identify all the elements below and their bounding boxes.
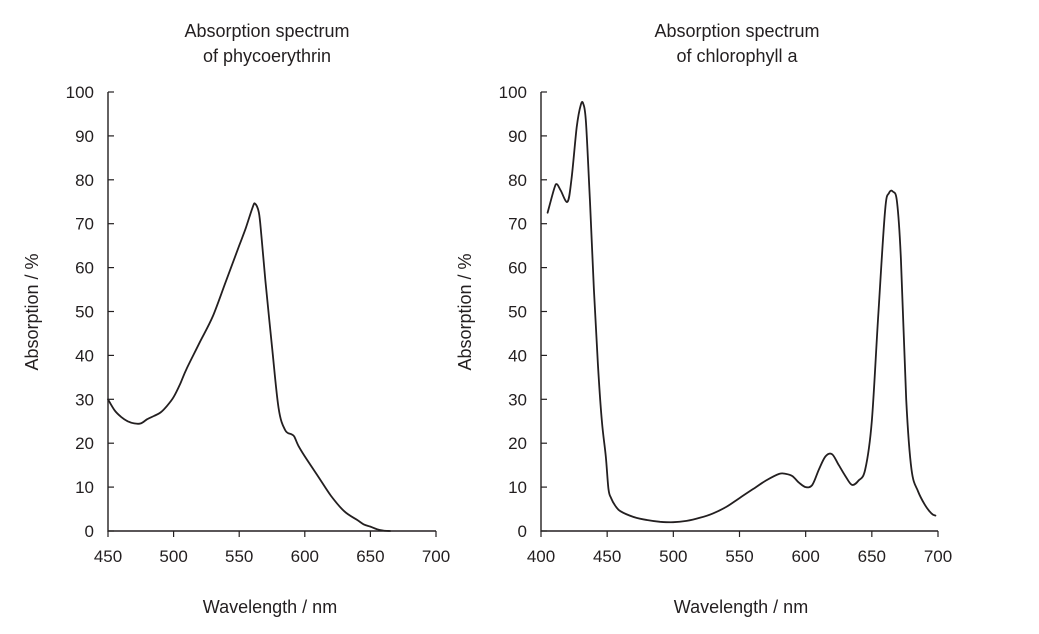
phycoerythrin-curve — [107, 202, 391, 532]
x-tick-label: 550 — [725, 547, 753, 566]
y-axis-label: Absorption / % — [22, 253, 42, 370]
y-axis-label: Absorption / % — [455, 253, 475, 370]
chlorophyll-chart: Absorption spectrum of chlorophyll a 400… — [455, 21, 952, 617]
chart-title-line-2: of phycoerythrin — [203, 46, 331, 66]
y-tick-label: 70 — [75, 215, 94, 234]
y-tick-label: 80 — [75, 171, 94, 190]
y-tick-label: 40 — [508, 346, 527, 365]
y-tick-label: 10 — [75, 478, 94, 497]
y-tick-label: 50 — [508, 303, 527, 322]
x-tick-label: 600 — [291, 547, 319, 566]
y-tick-label: 80 — [508, 171, 527, 190]
y-tick-label: 30 — [508, 390, 527, 409]
x-tick-label: 700 — [924, 547, 952, 566]
phycoerythrin-chart: Absorption spectrum of phycoerythrin 450… — [22, 21, 450, 617]
y-tick-label: 90 — [75, 127, 94, 146]
x-tick-label: 600 — [791, 547, 819, 566]
x-tick-label: 400 — [527, 547, 555, 566]
axes-frame — [107, 92, 436, 532]
x-tick-label: 500 — [159, 547, 187, 566]
y-tick-label: 100 — [499, 83, 527, 102]
x-axis-label: Wavelength / nm — [674, 597, 808, 617]
y-tick-label: 10 — [508, 478, 527, 497]
x-tick-label: 650 — [356, 547, 384, 566]
chart-title-line-2: of chlorophyll a — [676, 46, 798, 66]
tick-group: 450 500 550 600 650 700 0 10 20 30 40 50 60 70 80 90 100 — [66, 83, 451, 566]
x-tick-label: 450 — [94, 547, 122, 566]
y-tick-label: 30 — [75, 390, 94, 409]
x-tick-label: 500 — [659, 547, 687, 566]
chart-title-line-1: Absorption spectrum — [654, 21, 819, 41]
chlorophyll-curve — [546, 101, 937, 524]
y-tick-label: 60 — [75, 259, 94, 278]
y-tick-label: 0 — [518, 522, 527, 541]
y-tick-label: 60 — [508, 259, 527, 278]
y-tick-label: 0 — [85, 522, 94, 541]
chart-title-line-1: Absorption spectrum — [184, 21, 349, 41]
y-tick-label: 20 — [75, 434, 94, 453]
y-tick-label: 100 — [66, 83, 94, 102]
x-axis-label: Wavelength / nm — [203, 597, 337, 617]
y-tick-label: 90 — [508, 127, 527, 146]
y-tick-label: 50 — [75, 303, 94, 322]
x-tick-label: 650 — [858, 547, 886, 566]
y-tick-label: 20 — [508, 434, 527, 453]
x-tick-label: 550 — [225, 547, 253, 566]
tick-group: 400 450 500 550 600 650 700 0 10 20 30 40 50 60 70 80 90… — [499, 83, 953, 566]
x-tick-label: 700 — [422, 547, 450, 566]
x-tick-label: 450 — [593, 547, 621, 566]
y-tick-label: 40 — [75, 346, 94, 365]
y-tick-label: 70 — [508, 215, 527, 234]
